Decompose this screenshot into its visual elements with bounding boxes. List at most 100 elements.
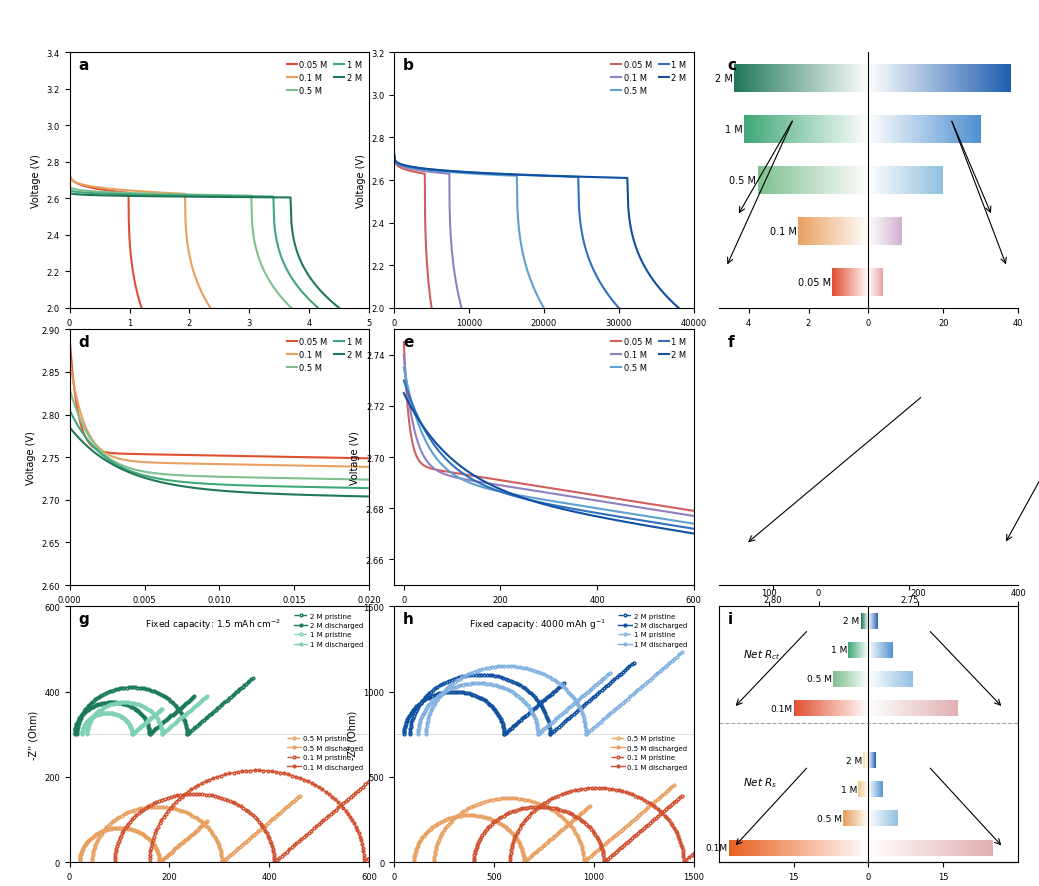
Bar xyxy=(1024,546,1031,574)
Bar xyxy=(913,116,915,144)
2 M pristine xyxy=(501,727,513,737)
Bar xyxy=(851,167,853,195)
1 M discharged xyxy=(585,725,597,735)
Bar xyxy=(880,116,882,144)
Bar xyxy=(901,672,902,688)
Bar xyxy=(908,672,909,688)
Bar xyxy=(853,700,855,716)
Bar xyxy=(930,167,931,195)
0.1 M pristine xyxy=(498,811,510,821)
Bar xyxy=(874,65,877,93)
Bar xyxy=(931,700,934,716)
Bar xyxy=(911,65,914,93)
Bar xyxy=(873,700,875,716)
Bar xyxy=(903,65,905,93)
Bar xyxy=(744,116,747,144)
Line: 2 M pristine: 2 M pristine xyxy=(73,695,195,735)
Text: 0.1M: 0.1M xyxy=(770,703,792,712)
Text: 1 M: 1 M xyxy=(841,785,857,794)
Bar xyxy=(960,116,963,144)
Bar xyxy=(849,218,850,246)
Bar xyxy=(900,167,902,195)
1 M discharged xyxy=(456,672,469,682)
Bar xyxy=(818,700,820,716)
Text: Fixed capacity: 4000 mAh g$^{-1}$: Fixed capacity: 4000 mAh g$^{-1}$ xyxy=(469,617,606,631)
Bar xyxy=(826,167,828,195)
Text: 0.5 M: 0.5 M xyxy=(817,814,842,823)
Bar xyxy=(802,218,803,246)
Bar xyxy=(747,65,750,93)
2 M pristine xyxy=(398,729,410,740)
Bar xyxy=(769,167,771,195)
1 M pristine xyxy=(94,709,106,719)
Line: 1 M pristine: 1 M pristine xyxy=(417,672,611,735)
Bar xyxy=(934,116,936,144)
Bar xyxy=(895,672,896,688)
Bar xyxy=(844,65,847,93)
Bar xyxy=(849,116,851,144)
Bar xyxy=(896,672,897,688)
Bar xyxy=(959,840,962,856)
Text: Visualized Electrode: Visualized Electrode xyxy=(464,14,623,28)
Bar xyxy=(838,218,841,246)
Bar xyxy=(853,167,855,195)
Bar xyxy=(929,700,931,716)
Bar xyxy=(875,116,877,144)
Bar xyxy=(1031,546,1037,574)
Bar xyxy=(968,65,970,93)
Bar xyxy=(844,167,846,195)
Bar xyxy=(832,218,833,246)
Bar xyxy=(913,167,915,195)
Bar xyxy=(787,116,789,144)
Bar xyxy=(909,672,910,688)
Bar xyxy=(862,700,864,716)
Bar xyxy=(858,218,860,246)
Bar xyxy=(799,218,801,246)
Bar xyxy=(850,700,852,716)
Bar xyxy=(794,116,796,144)
Bar xyxy=(888,700,890,716)
2 M discharged xyxy=(435,679,448,689)
Bar xyxy=(965,65,968,93)
Bar xyxy=(877,672,879,688)
Text: 0.5 M: 0.5 M xyxy=(807,675,832,684)
Bar xyxy=(903,672,904,688)
Bar xyxy=(869,116,871,144)
Bar xyxy=(951,65,954,93)
Bar xyxy=(885,672,886,688)
0.1 M discharged xyxy=(666,820,678,831)
Bar xyxy=(904,167,906,195)
0.5 M pristine xyxy=(91,828,104,839)
Bar xyxy=(804,65,806,93)
Bar xyxy=(806,700,808,716)
Bar xyxy=(845,218,846,246)
Bar xyxy=(809,65,811,93)
Y-axis label: Voltage (V): Voltage (V) xyxy=(350,431,361,485)
X-axis label: Discharge capacity (mAh g$^{-1}$): Discharge capacity (mAh g$^{-1}$) xyxy=(471,610,617,626)
Bar xyxy=(810,700,812,716)
Bar xyxy=(890,116,894,144)
2 M discharged xyxy=(184,727,196,737)
Bar xyxy=(917,700,921,716)
Bar xyxy=(902,700,904,716)
Bar xyxy=(788,840,792,856)
Bar xyxy=(898,672,899,688)
Bar xyxy=(894,167,896,195)
Bar xyxy=(888,116,890,144)
Bar xyxy=(856,116,858,144)
Line: 0.5 M discharged: 0.5 M discharged xyxy=(90,794,301,864)
1 M pristine xyxy=(87,711,100,722)
Bar xyxy=(851,116,853,144)
Bar xyxy=(796,700,797,716)
Bar xyxy=(833,700,834,716)
0.5 M pristine xyxy=(74,857,86,867)
Bar xyxy=(1032,494,1038,523)
Bar xyxy=(773,167,775,195)
Bar xyxy=(931,65,934,93)
1 M pristine xyxy=(411,729,424,740)
Bar xyxy=(899,672,900,688)
Bar xyxy=(774,65,777,93)
Bar xyxy=(940,116,942,144)
0.1 M pristine xyxy=(364,775,376,786)
Bar xyxy=(824,116,826,144)
